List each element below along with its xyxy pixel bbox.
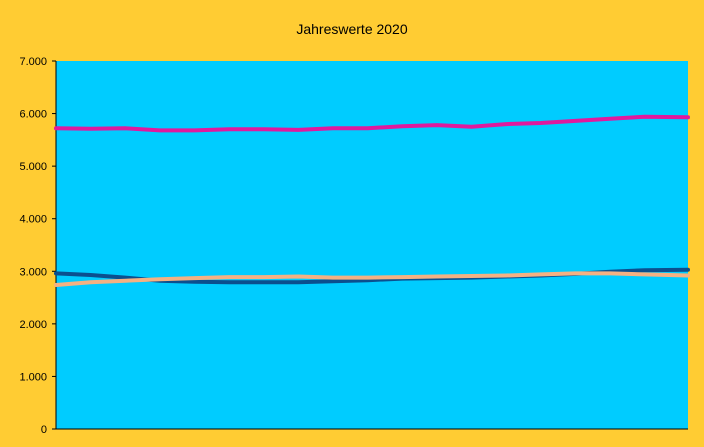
plot-area: [56, 61, 688, 429]
y-tick-label: 1.000: [19, 371, 47, 383]
y-axis: 0 1.000 2.000 3.000 4.000 5.000 6.000 7.000: [19, 56, 688, 436]
y-tick-label: 5.000: [19, 161, 47, 173]
series-layer: [54, 114, 690, 287]
y-tick-label: 6.000: [19, 109, 47, 121]
y-tick-label: 3.000: [19, 266, 47, 278]
y-tick-label: 0: [41, 424, 47, 436]
series-line-pink: [54, 114, 690, 133]
y-tick-label: 7.000: [19, 56, 47, 68]
series-line-peach: [54, 271, 690, 287]
y-tick-label: 2.000: [19, 319, 47, 331]
chart-title: Jahreswerte 2020: [296, 21, 408, 37]
y-tick-label: 4.000: [19, 214, 47, 226]
